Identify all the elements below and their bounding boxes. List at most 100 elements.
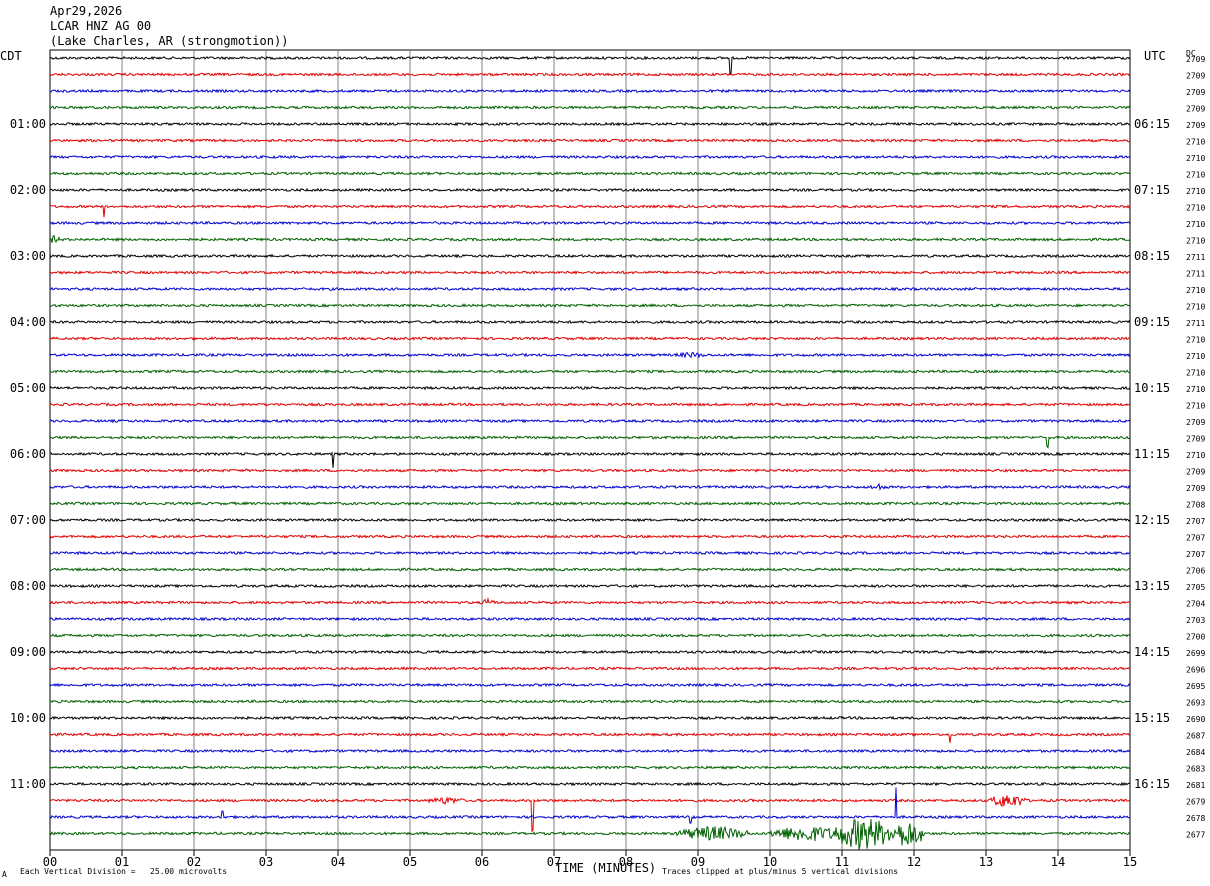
seismic-trace <box>49 234 1131 243</box>
utc-time-label: 06:15 <box>1134 117 1170 131</box>
seismic-trace <box>49 596 1131 605</box>
dc-offset-label: 2678 <box>1186 814 1205 823</box>
dc-offset-label: 2687 <box>1186 732 1205 741</box>
x-tick-label: 12 <box>907 855 921 869</box>
cdt-time-label: 09:00 <box>10 645 46 659</box>
seismic-trace <box>49 55 1131 75</box>
x-tick-label: 10 <box>763 855 777 869</box>
seismic-trace <box>49 121 1131 127</box>
seismic-trace <box>49 550 1131 556</box>
cdt-time-label: 02:00 <box>10 183 46 197</box>
seismic-trace <box>49 336 1131 341</box>
dc-offset-label: 2707 <box>1186 550 1205 559</box>
dc-offset-label: 2706 <box>1186 567 1205 576</box>
cdt-time-label: 06:00 <box>10 447 46 461</box>
utc-time-label: 10:15 <box>1134 381 1170 395</box>
dc-offset-label: 2710 <box>1186 154 1205 163</box>
seismic-trace <box>49 795 1131 833</box>
seismic-trace <box>49 482 1131 491</box>
dc-offset-label: 2711 <box>1186 270 1205 279</box>
seismic-trace <box>49 781 1131 787</box>
dc-offset-label: 2681 <box>1186 781 1205 790</box>
dc-offset-label: 2699 <box>1186 649 1205 658</box>
cdt-time-label: 03:00 <box>10 249 46 263</box>
x-tick-label: 09 <box>691 855 705 869</box>
x-tick-label: 14 <box>1051 855 1065 869</box>
seismic-trace <box>49 351 1131 359</box>
seismic-trace <box>49 171 1131 176</box>
dc-offset-label: 2679 <box>1186 798 1205 807</box>
seismic-trace <box>49 385 1131 391</box>
dc-offset-label: 2710 <box>1186 352 1205 361</box>
cdt-time-label: 10:00 <box>10 711 46 725</box>
dc-offset-label: 2709 <box>1186 468 1205 477</box>
dc-offset-label: 2710 <box>1186 402 1205 411</box>
cdt-time-label: 01:00 <box>10 117 46 131</box>
dc-offset-label: 2709 <box>1186 88 1205 97</box>
cdt-time-label: 04:00 <box>10 315 46 329</box>
seismic-trace <box>49 220 1131 226</box>
x-tick-label: 03 <box>259 855 273 869</box>
seismic-trace <box>49 666 1131 671</box>
dc-offset-label: 2710 <box>1186 336 1205 345</box>
dc-offset-label: 2709 <box>1186 105 1205 114</box>
utc-time-label: 13:15 <box>1134 579 1170 593</box>
dc-offset-label: 2710 <box>1186 237 1205 246</box>
seismic-trace <box>49 451 1131 468</box>
seismic-trace <box>49 319 1131 325</box>
dc-offset-label: 2710 <box>1186 451 1205 460</box>
dc-offset-label: 2705 <box>1186 583 1205 592</box>
x-tick-label: 06 <box>475 855 489 869</box>
utc-time-label: 12:15 <box>1134 513 1170 527</box>
seismic-trace <box>49 286 1131 292</box>
dc-offset-label: 2703 <box>1186 616 1205 625</box>
seismic-trace <box>49 270 1131 275</box>
x-tick-label: 04 <box>331 855 345 869</box>
x-axis-title: TIME (MINUTES) <box>555 861 657 875</box>
dc-offset-label: 2710 <box>1186 187 1205 196</box>
seismic-trace <box>49 468 1131 473</box>
dc-offset-label: 2709 <box>1186 484 1205 493</box>
dc-offset-label: 2709 <box>1186 55 1205 64</box>
seismic-trace <box>49 435 1131 449</box>
station-location: (Lake Charles, AR (strongmotion)) <box>50 34 289 48</box>
seismic-trace <box>49 583 1131 589</box>
utc-axis-title: UTC <box>1144 49 1166 63</box>
seismic-trace <box>49 138 1131 143</box>
utc-time-label: 14:15 <box>1134 645 1170 659</box>
seismic-trace <box>49 682 1131 688</box>
seismic-trace <box>49 748 1131 754</box>
x-tick-label: 02 <box>187 855 201 869</box>
dc-offset-label: 2710 <box>1186 138 1205 147</box>
dc-offset-label: 2710 <box>1186 385 1205 394</box>
seismic-trace <box>49 633 1131 638</box>
seismic-trace <box>49 732 1130 743</box>
x-tick-label: 15 <box>1123 855 1137 869</box>
dc-offset-label: 2709 <box>1186 418 1205 427</box>
x-tick-label: 11 <box>835 855 849 869</box>
seismic-trace <box>49 418 1131 424</box>
dc-offset-label: 2677 <box>1186 831 1205 840</box>
x-tick-label: 08 <box>619 855 633 869</box>
cdt-time-label: 07:00 <box>10 513 46 527</box>
cdt-time-label: 05:00 <box>10 381 46 395</box>
dc-offset-label: 2707 <box>1186 534 1205 543</box>
dc-offset-label: 2704 <box>1186 600 1205 609</box>
plot-frame <box>49 49 1131 851</box>
dc-offset-label: 2710 <box>1186 369 1205 378</box>
seismic-trace <box>49 154 1131 160</box>
cdt-time-label: 11:00 <box>10 777 46 791</box>
seismic-trace <box>49 699 1131 704</box>
seismic-trace <box>49 534 1131 539</box>
dc-offset-label: 2711 <box>1186 253 1205 262</box>
dc-offset-label: 2710 <box>1186 303 1205 312</box>
seismic-trace <box>49 616 1131 622</box>
dc-offset-label: 2710 <box>1186 204 1205 213</box>
dc-offset-label: 2700 <box>1186 633 1205 642</box>
utc-time-label: 08:15 <box>1134 249 1170 263</box>
cdt-time-label: 08:00 <box>10 579 46 593</box>
dc-offset-label: 2695 <box>1186 682 1205 691</box>
seismic-trace <box>49 715 1131 721</box>
seismic-trace <box>49 501 1131 506</box>
dc-offset-label: 2709 <box>1186 435 1205 444</box>
